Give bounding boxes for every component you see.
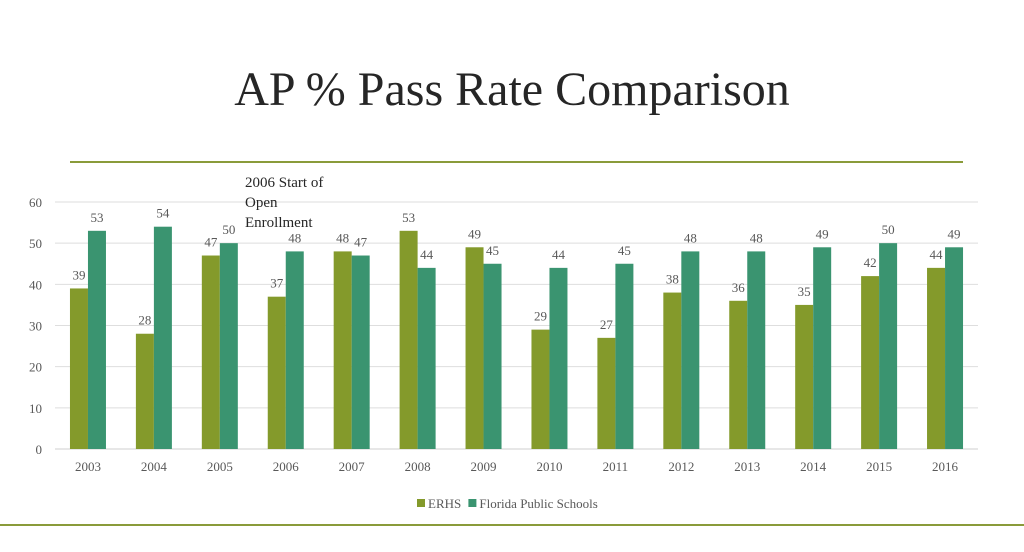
chart-title: AP % Pass Rate Comparison — [234, 63, 790, 116]
bar-erhs — [399, 230, 418, 449]
bar-florida-public-schools — [879, 243, 898, 449]
data-label: 29 — [534, 309, 547, 324]
y-tick-label: 20 — [29, 360, 42, 375]
bar-erhs — [795, 304, 814, 449]
data-label: 48 — [288, 230, 301, 245]
footer-divider — [0, 524, 1024, 526]
data-label: 54 — [156, 206, 170, 221]
x-tick-label: 2005 — [207, 459, 233, 474]
y-tick-label: 60 — [29, 195, 42, 210]
data-label: 48 — [750, 230, 763, 245]
bar-florida-public-schools — [549, 267, 568, 449]
data-label: 27 — [600, 317, 614, 332]
data-label: 44 — [930, 247, 944, 262]
bar-florida-public-schools — [87, 230, 106, 449]
legend-swatch — [468, 499, 477, 507]
bar-florida-public-schools — [615, 263, 634, 449]
bar-erhs — [927, 267, 946, 449]
bar-florida-public-schools — [945, 247, 964, 449]
data-label: 44 — [552, 247, 566, 262]
data-label: 53 — [90, 210, 103, 225]
bar-florida-public-schools — [285, 251, 304, 449]
bar-florida-public-schools — [219, 243, 238, 449]
data-label: 47 — [354, 235, 368, 250]
x-tick-label: 2008 — [405, 459, 431, 474]
x-tick-label: 2003 — [75, 459, 101, 474]
x-tick-label: 2012 — [668, 459, 694, 474]
bar-erhs — [531, 329, 550, 449]
bar-erhs — [135, 333, 154, 449]
data-label: 37 — [270, 276, 284, 291]
y-tick-label: 50 — [29, 236, 42, 251]
data-label: 49 — [948, 226, 961, 241]
data-label: 38 — [666, 272, 679, 287]
data-label: 45 — [486, 243, 499, 258]
x-tick-label: 2006 — [273, 459, 300, 474]
bar-erhs — [465, 247, 484, 449]
bar-florida-public-schools — [483, 263, 502, 449]
x-tick-label: 2007 — [339, 459, 366, 474]
bar-erhs — [267, 296, 286, 449]
data-label: 47 — [204, 235, 218, 250]
bar-florida-public-schools — [747, 251, 766, 449]
title-divider — [70, 161, 963, 163]
data-label: 50 — [222, 222, 235, 237]
data-label: 44 — [420, 247, 434, 262]
y-tick-label: 40 — [29, 277, 42, 292]
x-tick-label: 2016 — [932, 459, 959, 474]
bar-erhs — [69, 288, 88, 449]
x-tick-label: 2011 — [603, 459, 629, 474]
legend-label: ERHS — [428, 496, 461, 511]
data-label: 45 — [618, 243, 631, 258]
bar-erhs — [729, 300, 748, 449]
bar-erhs — [861, 276, 880, 449]
data-label: 28 — [138, 313, 151, 328]
bar-florida-public-schools — [681, 251, 700, 449]
bar-erhs — [333, 251, 352, 449]
y-tick-label: 30 — [29, 319, 42, 334]
data-label: 48 — [684, 230, 697, 245]
data-label: 36 — [732, 280, 746, 295]
bar-erhs — [663, 292, 682, 449]
x-tick-label: 2010 — [536, 459, 562, 474]
legend-label: Florida Public Schools — [479, 496, 597, 511]
data-label: 53 — [402, 210, 415, 225]
y-tick-label: 10 — [29, 401, 42, 416]
bar-florida-public-schools — [153, 226, 172, 449]
x-tick-label: 2013 — [734, 459, 760, 474]
data-label: 50 — [882, 222, 895, 237]
x-tick-label: 2009 — [471, 459, 497, 474]
y-tick-label: 0 — [36, 442, 43, 457]
bar-florida-public-schools — [417, 267, 436, 449]
data-label: 42 — [864, 255, 877, 270]
x-tick-label: 2015 — [866, 459, 892, 474]
legend-swatch — [417, 499, 425, 507]
data-label: 49 — [468, 226, 481, 241]
annotation: 2006 Start of Open Enrollment — [245, 175, 327, 231]
x-tick-label: 2004 — [141, 459, 168, 474]
data-label: 48 — [336, 230, 349, 245]
data-label: 49 — [816, 226, 829, 241]
bar-florida-public-schools — [351, 255, 370, 449]
data-label: 35 — [798, 284, 811, 299]
data-label: 39 — [72, 267, 85, 282]
bar-erhs — [597, 337, 616, 449]
bar-florida-public-schools — [813, 247, 832, 449]
bar-erhs — [201, 255, 220, 449]
x-tick-label: 2014 — [800, 459, 827, 474]
